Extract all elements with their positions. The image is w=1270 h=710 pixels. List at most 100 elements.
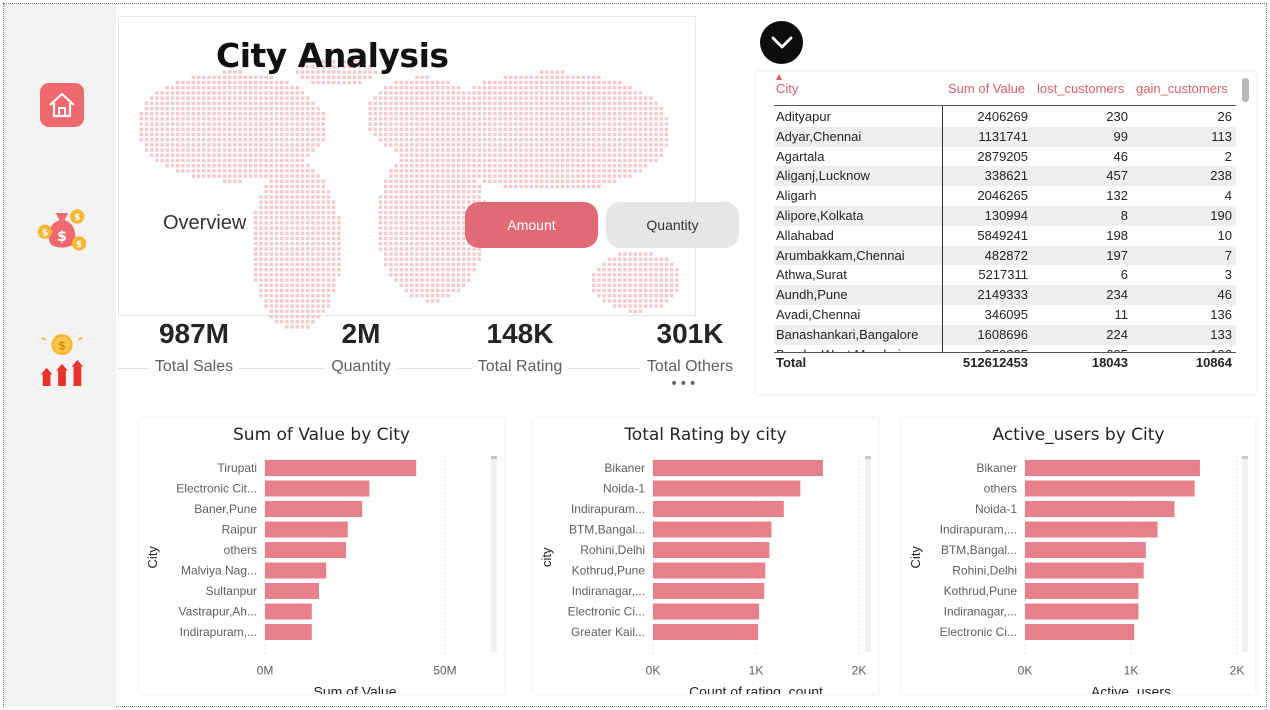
quantity-toggle-button[interactable]: Quantity xyxy=(606,202,739,248)
bar[interactable] xyxy=(653,501,784,517)
cell-lost-customers: 132 xyxy=(1106,188,1128,204)
bar[interactable] xyxy=(653,521,772,538)
collapse-button[interactable] xyxy=(760,21,803,64)
x-tick-label: 50M xyxy=(433,664,456,678)
bar[interactable] xyxy=(1025,521,1158,538)
bar[interactable] xyxy=(265,562,327,579)
chart-scrollbar-thumb[interactable] xyxy=(865,456,871,459)
bar[interactable] xyxy=(653,624,759,640)
kpi-value: 987M xyxy=(158,318,230,349)
total-lost-customers: 18043 xyxy=(1091,355,1128,370)
y-axis-label: City xyxy=(145,546,160,569)
cell-lost-customers: 11 xyxy=(1114,307,1129,322)
bar[interactable] xyxy=(265,521,348,538)
table-row[interactable]: Aligarh 2046265 132 4 xyxy=(774,186,1236,206)
table-body: Adityapur 2406269 230 26 Adyar,Chennai 113174… xyxy=(774,107,1236,352)
growth-coin-icon: $ xyxy=(40,334,84,386)
cell-gain-customers: 10 xyxy=(1217,227,1232,243)
page-title: City Analysis xyxy=(216,36,449,75)
bar[interactable] xyxy=(653,603,760,620)
bar[interactable] xyxy=(265,501,363,517)
y-category-label: Rohini,Delhi xyxy=(952,564,1017,578)
cell-lost-customers: 99 xyxy=(1113,128,1128,144)
kpi-total-others: 301K Total Others xyxy=(610,316,770,376)
bar[interactable] xyxy=(265,624,312,640)
bar[interactable] xyxy=(1025,624,1135,640)
bar[interactable] xyxy=(653,542,770,558)
bar[interactable] xyxy=(1025,603,1139,620)
bar[interactable] xyxy=(1025,542,1146,558)
cell-sum-of-value: 1608696 xyxy=(977,326,1028,342)
cell-gain-customers: 2 xyxy=(1224,148,1232,164)
bar[interactable] xyxy=(1025,460,1200,476)
column-header-sum-of-value[interactable]: Sum of Value xyxy=(948,81,1026,96)
bar[interactable] xyxy=(265,603,312,620)
nav-home-button[interactable] xyxy=(36,79,88,131)
kpi-value: 301K xyxy=(656,318,724,349)
cell-city: Aundh,Pune xyxy=(776,287,848,303)
table-row[interactable]: Adityapur 2406269 230 26 xyxy=(774,107,1236,127)
y-category-label: Indirapuram,... xyxy=(180,625,257,639)
x-axis-label: Count of rating_count xyxy=(689,684,823,695)
bar[interactable] xyxy=(1025,480,1195,497)
x-tick-label: 0M xyxy=(257,664,274,678)
table-row[interactable]: Allahabad 5849241 198 10 xyxy=(774,226,1236,246)
bar[interactable] xyxy=(1025,583,1139,599)
bar[interactable] xyxy=(265,460,417,476)
amount-toggle-button[interactable]: Amount xyxy=(465,202,598,248)
table-row[interactable]: Arumbakkam,Chennai 482872 197 7 xyxy=(774,245,1236,266)
table-row[interactable]: Bandra West,Mumbai 959835 605 106 xyxy=(774,345,1236,352)
column-header-lost-customers[interactable]: lost_customers xyxy=(1037,81,1125,96)
cell-lost-customers: 8 xyxy=(1120,208,1128,223)
table-row[interactable]: Aliganj,Lucknow 338621 457 238 xyxy=(774,166,1236,187)
more-options-icon[interactable]: ••• xyxy=(670,376,698,392)
nav-growth-button[interactable]: $ xyxy=(36,334,88,386)
bar[interactable] xyxy=(1025,501,1175,517)
x-tick-label: 2K xyxy=(852,664,867,678)
y-category-label: Sultanpur xyxy=(206,584,257,598)
cell-gain-customers: 238 xyxy=(1210,168,1232,184)
sum-of-value-chart-svg: Sum of Value by City 0M 50M Tirupati Electro… xyxy=(145,425,497,694)
bar[interactable] xyxy=(265,542,346,558)
nav-sales-button[interactable]: $ $ $ $ xyxy=(36,204,88,256)
table-row[interactable]: Agartala 2879205 46 2 xyxy=(774,147,1236,167)
column-header-gain-customers[interactable]: gain_customers xyxy=(1136,81,1228,96)
chart-scrollbar-thumb[interactable] xyxy=(491,456,497,459)
home-icon xyxy=(40,83,84,127)
cell-lost-customers: 6 xyxy=(1120,267,1128,283)
bar[interactable] xyxy=(653,583,765,599)
cell-lost-customers: 197 xyxy=(1106,247,1128,263)
table-row[interactable]: Athwa,Surat 5217311 6 3 xyxy=(774,265,1236,285)
y-category-label: Raipur xyxy=(222,523,257,537)
bar[interactable] xyxy=(653,460,823,476)
bar[interactable] xyxy=(1025,562,1144,579)
cell-lost-customers: 198 xyxy=(1106,227,1128,243)
table-row[interactable]: Banashankari,Bangalore 1608696 224 133 xyxy=(774,324,1236,345)
x-tick-label: 2K xyxy=(1230,664,1245,678)
cell-sum-of-value: 130994 xyxy=(984,208,1028,223)
bar[interactable] xyxy=(265,480,370,497)
kpi-label: Total Others xyxy=(640,358,740,376)
table-scrollbar[interactable] xyxy=(1242,78,1249,102)
table-row[interactable]: Alipore,Kolkata 130994 8 190 xyxy=(774,206,1236,226)
chevron-down-icon xyxy=(771,36,792,48)
cell-lost-customers: 46 xyxy=(1113,148,1128,164)
chart-scrollbar-track[interactable] xyxy=(491,456,497,652)
column-header-city[interactable]: City xyxy=(776,81,799,96)
cell-sum-of-value: 482872 xyxy=(984,247,1028,263)
svg-text:$: $ xyxy=(57,229,67,245)
cell-city: Bandra West,Mumbai xyxy=(776,347,901,352)
chart-scrollbar-track[interactable] xyxy=(1242,456,1248,652)
sidebar: $ $ $ $ $ xyxy=(4,4,116,707)
bar[interactable] xyxy=(653,562,766,579)
bar[interactable] xyxy=(653,480,801,497)
table-row[interactable]: Aundh,Pune 2149333 234 46 xyxy=(774,285,1236,305)
table-total-row: Total 512612453 18043 10864 xyxy=(774,352,1236,374)
y-category-label: BTM,Bangal... xyxy=(941,543,1017,557)
bar[interactable] xyxy=(265,583,319,599)
table-row[interactable]: Avadi,Chennai 346095 11 136 xyxy=(774,305,1236,325)
chart-scrollbar-track[interactable] xyxy=(865,456,871,652)
chart-scrollbar-thumb[interactable] xyxy=(1242,456,1248,459)
cell-city: Alipore,Kolkata xyxy=(776,208,864,223)
table-row[interactable]: Adyar,Chennai 1131741 99 113 xyxy=(774,126,1236,147)
